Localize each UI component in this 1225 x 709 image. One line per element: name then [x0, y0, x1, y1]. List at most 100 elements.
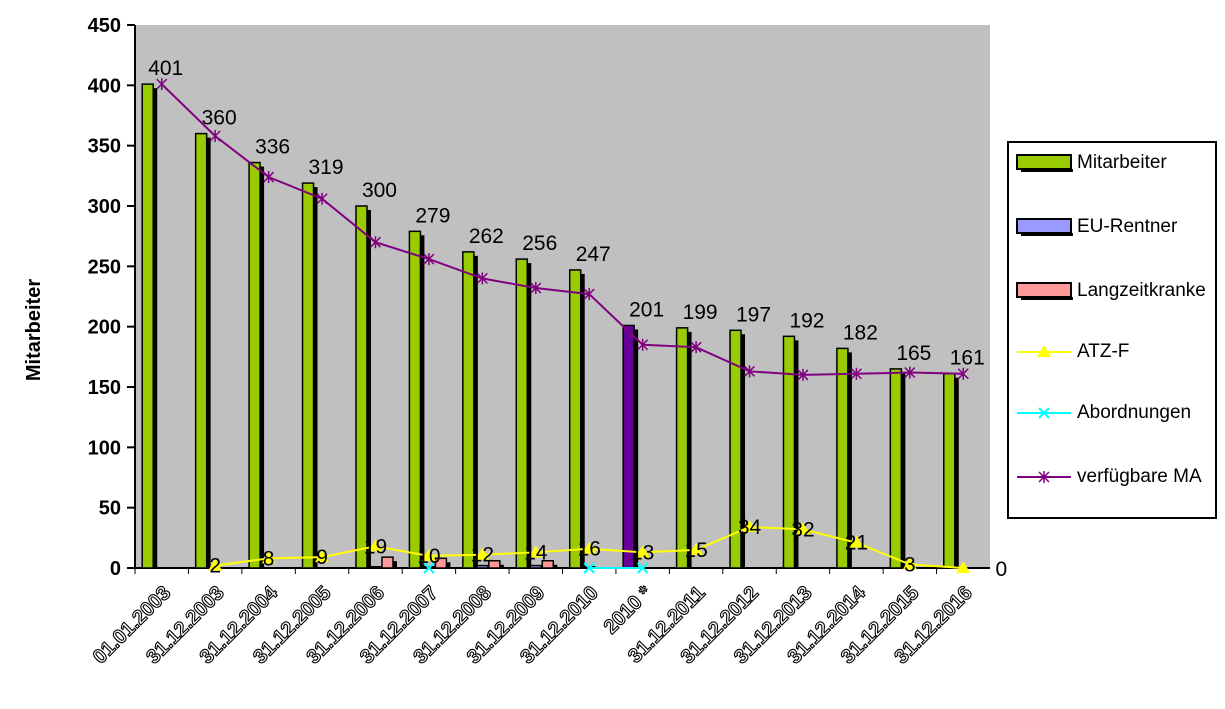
bar-mitarbeiter — [729, 329, 742, 569]
data-label-mitarbeiter: 256 — [522, 232, 557, 255]
marker-verf-gbare-ma — [797, 368, 809, 381]
y-tick-label: 0 — [110, 558, 121, 580]
bar-langzeitkranke — [434, 557, 448, 569]
data-label-mitarbeiter: 182 — [843, 321, 878, 344]
bar-mitarbeiter — [889, 368, 903, 569]
line-verf-gbare-ma — [161, 83, 964, 376]
marker-atz-f — [956, 561, 971, 573]
legend-label-mitarbeiter: Mitarbeiter — [1077, 152, 1167, 173]
marker-atz-f — [315, 550, 330, 563]
marker-verf-gbare-ma — [316, 192, 328, 205]
data-label-mitarbeiter: 165 — [896, 342, 931, 365]
data-label-atz-f: 10 — [417, 545, 440, 568]
marker-verf-gbare-ma — [850, 367, 862, 380]
bar-mitarbeiter — [622, 324, 635, 569]
y-tick-label: 300 — [88, 196, 121, 218]
bar-mitarbeiter — [675, 327, 689, 569]
marker-atz-f — [582, 541, 597, 554]
legend-key-verfuegbare-ma — [1015, 467, 1073, 487]
data-label-atz-f: 32 — [791, 518, 814, 541]
legend-item-atz-f: ATZ-F — [1015, 340, 1215, 363]
marker-verf-gbare-ma — [476, 272, 488, 285]
marker-verf-gbare-ma — [744, 365, 756, 378]
y-tick-label: 100 — [88, 437, 121, 459]
y-tick-label: 350 — [88, 136, 121, 158]
marker-verf-gbare-ma — [583, 288, 595, 301]
marker-atz-f — [528, 545, 543, 558]
marker-abordnungen — [636, 562, 649, 574]
bar-mitarbeiter — [194, 132, 208, 569]
marker-verf-gbare-ma — [209, 130, 221, 143]
bar-eu-rentner — [476, 564, 489, 569]
marker-atz-f — [689, 542, 704, 555]
data-label-atz-f: 13 — [631, 541, 654, 564]
data-label-mitarbeiter: 262 — [469, 225, 504, 248]
data-label-atz-f: 14 — [524, 541, 548, 564]
data-label-atz-f: 12 — [471, 544, 494, 567]
legend: Mitarbeiter EU-Rentner Langzeitkranke AT… — [1007, 141, 1217, 519]
marker-atz-f — [421, 548, 436, 561]
data-label-mitarbeiter: 336 — [255, 136, 290, 159]
marker-atz-f — [795, 522, 810, 535]
data-label-mitarbeiter: 319 — [309, 156, 344, 179]
data-label-atz-f: 0 — [995, 558, 1007, 581]
data-label-atz-f: 9 — [316, 546, 328, 569]
legend-label-abordnungen: Abordnungen — [1077, 402, 1192, 423]
marker-abordnungen — [583, 562, 595, 574]
marker-verf-gbare-ma — [637, 338, 649, 351]
bar-langzeitkranke — [381, 556, 394, 569]
bar-mitarbeiter — [248, 161, 261, 569]
marker-verf-gbare-ma — [690, 341, 702, 354]
data-label-atz-f: 16 — [578, 538, 601, 561]
legend-key-eu-rentner — [1015, 217, 1073, 237]
legend-key-atz-f — [1015, 342, 1073, 362]
legend-key-mitarbeiter — [1015, 153, 1073, 173]
bar-eu-rentner — [529, 564, 543, 569]
marker-verf-gbare-ma — [156, 78, 168, 91]
data-label-mitarbeiter: 279 — [415, 204, 450, 227]
bar-langzeitkranke — [541, 560, 555, 569]
legend-key-abordnungen — [1015, 403, 1073, 423]
bar-mitarbeiter — [141, 83, 154, 569]
data-label-atz-f: 15 — [684, 539, 707, 562]
bar-eu-rentner — [369, 566, 382, 569]
y-axis-label: Mitarbeiter — [23, 279, 45, 381]
data-label-atz-f: 2 — [209, 555, 221, 578]
y-tick-label: 250 — [88, 256, 121, 278]
data-label-mitarbeiter: 201 — [629, 298, 664, 321]
legend-item-verfuegbare-ma: verfügbare MA — [1015, 465, 1215, 488]
bar-mitarbeiter — [301, 182, 315, 569]
marker-verf-gbare-ma — [904, 366, 916, 379]
legend-label-verfuegbare-ma: verfügbare MA — [1077, 466, 1202, 487]
marker-verf-gbare-ma — [369, 236, 381, 249]
data-label-mitarbeiter: 192 — [789, 309, 824, 332]
marker-atz-f — [475, 547, 490, 560]
marker-verf-gbare-ma — [957, 367, 969, 380]
data-label-atz-f: 8 — [263, 547, 275, 570]
marker-atz-f — [261, 551, 276, 564]
marker-atz-f — [368, 539, 383, 552]
marker-atz-f — [902, 557, 917, 570]
marker-atz-f — [208, 558, 223, 571]
data-label-mitarbeiter: 247 — [576, 243, 611, 266]
legend-label-langzeitkranke: Langzeitkranke — [1077, 280, 1206, 301]
data-label-atz-f: 21 — [845, 532, 868, 555]
data-label-mitarbeiter: 300 — [362, 179, 397, 202]
y-tick-label: 400 — [88, 75, 121, 97]
bar-mitarbeiter — [943, 372, 956, 569]
marker-atz-f — [742, 519, 757, 532]
data-label-mitarbeiter: 199 — [683, 301, 718, 324]
bar-mitarbeiter — [515, 258, 529, 569]
bar-mitarbeiter — [462, 251, 475, 569]
data-label-atz-f: 3 — [904, 553, 916, 576]
bar-langzeitkranke — [488, 560, 501, 569]
bar-mitarbeiter — [836, 347, 849, 569]
legend-item-abordnungen: Abordnungen — [1015, 401, 1215, 424]
bar-mitarbeiter — [408, 230, 422, 569]
legend-label-eu-rentner: EU-Rentner — [1077, 216, 1178, 237]
legend-item-mitarbeiter: Mitarbeiter — [1015, 151, 1215, 174]
marker-atz-f — [635, 545, 650, 558]
legend-label-atz-f: ATZ-F — [1077, 341, 1130, 362]
marker-atz-f — [849, 535, 864, 548]
marker-verf-gbare-ma — [530, 282, 542, 295]
